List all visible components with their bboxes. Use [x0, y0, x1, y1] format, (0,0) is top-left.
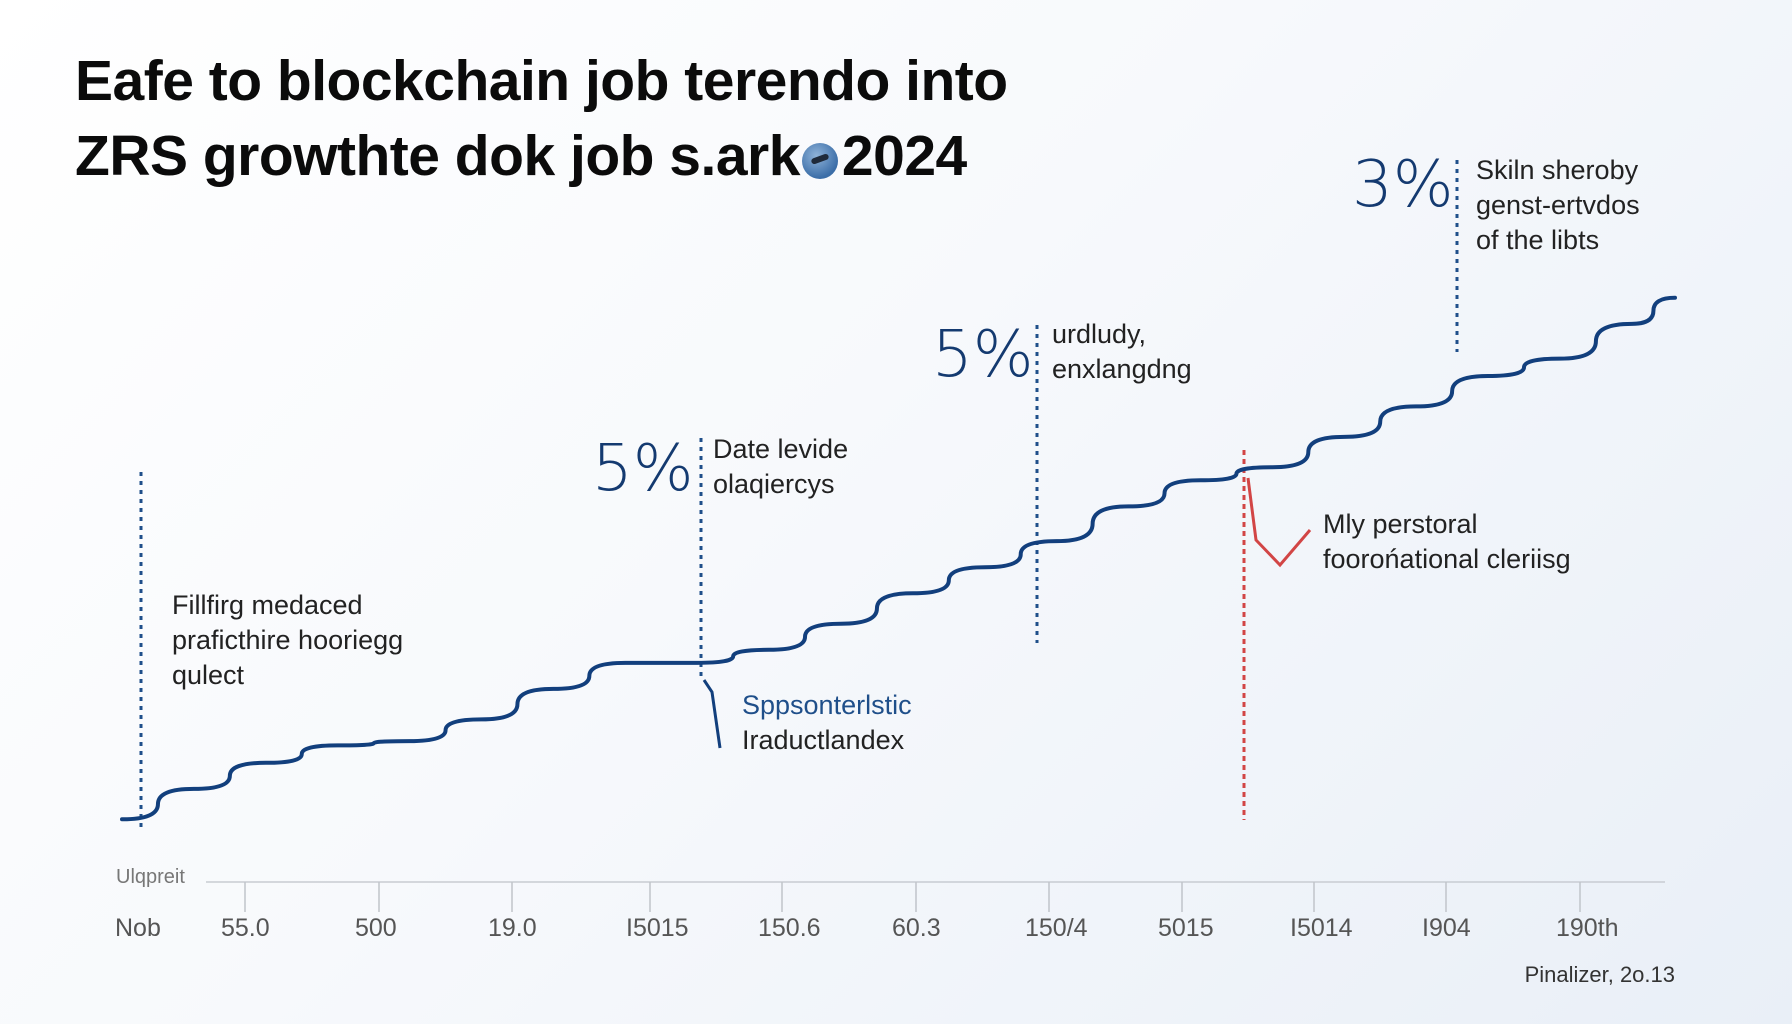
- callout-5-text: Mly perstoral foorońational cleriisg: [1323, 507, 1571, 577]
- title-line-1: Eafe to blockchain job terendo into: [75, 49, 1008, 113]
- callout-5-line-1: Mly perstoral: [1323, 509, 1478, 539]
- series-line: [120, 295, 1677, 822]
- callout-1-line-2: praficthire hooriegg: [172, 625, 404, 655]
- x-tick-label: 500: [355, 914, 397, 942]
- x-tick-label: 19.0: [488, 914, 537, 942]
- callout-5-line-2: foorońational cleriisg: [1323, 544, 1571, 574]
- callout-6-line-2: genst-ertvdos: [1476, 190, 1640, 220]
- x-tick-label: I5015: [626, 914, 689, 942]
- callout-4-percent: 5%: [932, 318, 1034, 392]
- x-tick-label: 60.3: [892, 914, 941, 942]
- title-line-2-text: ZRS growthte dok job s.ark: [75, 124, 800, 188]
- callout-2-percent: 5%: [592, 432, 694, 506]
- callout-3-text: Sppsonterlstic Iraductlandex: [742, 688, 912, 758]
- callout-1-line-1: Fillfirg medaced: [172, 590, 363, 620]
- callout-6-text: Skiln sheroby genst-ertvdos of the libts: [1476, 153, 1640, 258]
- x-tick-label: 5015: [1158, 914, 1214, 942]
- callout-4-line-2: enxlangdng: [1052, 354, 1192, 384]
- callout-6-percent: 3%: [1352, 148, 1454, 222]
- callout-3-line-2: Iraductlandex: [742, 725, 905, 755]
- callout-6-line-3: of the libts: [1476, 225, 1600, 255]
- callout-2-line-1: Date levide: [713, 434, 849, 464]
- title-year: 2024: [841, 124, 967, 188]
- x-tick-label: Nob: [115, 914, 161, 942]
- annotation-markers: [139, 160, 1459, 828]
- callout-6-line-1: Skiln sheroby: [1476, 155, 1639, 185]
- callout-2-text: Date levide olaqiercys: [713, 432, 848, 502]
- title-line-2: ZRS growthte dok job s.ark 2024: [75, 119, 1008, 194]
- callout-4-line-1: urdludy,: [1052, 319, 1147, 349]
- x-tick-label: I904: [1422, 914, 1471, 942]
- callout-4-text: urdludy, enxlangdng: [1052, 317, 1192, 387]
- y-unit-label: Ulqpreit: [116, 866, 185, 888]
- callout-2-line-2: olaqiercys: [713, 469, 835, 499]
- callout-3-line-1: Sppsonterlstic: [742, 690, 912, 720]
- annotation-connector-2: [1246, 477, 1312, 568]
- annotation-connector-1: [702, 679, 722, 749]
- footer-note: Pinalizer, 2o.13: [1524, 962, 1675, 987]
- globe-icon: [801, 143, 838, 179]
- x-tick-label: 150/4: [1025, 914, 1088, 942]
- x-tick-label: I5014: [1290, 914, 1353, 942]
- callout-1-line-3: qulect: [172, 660, 245, 690]
- x-tick-label: 150.6: [758, 914, 821, 942]
- x-tick-label: 55.0: [221, 914, 270, 942]
- chart-title: Eafe to blockchain job terendo into ZRS …: [75, 44, 1008, 194]
- x-tick-label: 190th: [1556, 914, 1619, 942]
- callout-1-text: Fillfirg medaced praficthire hooriegg qu…: [172, 588, 403, 693]
- x-axis-ticks: [244, 882, 1581, 912]
